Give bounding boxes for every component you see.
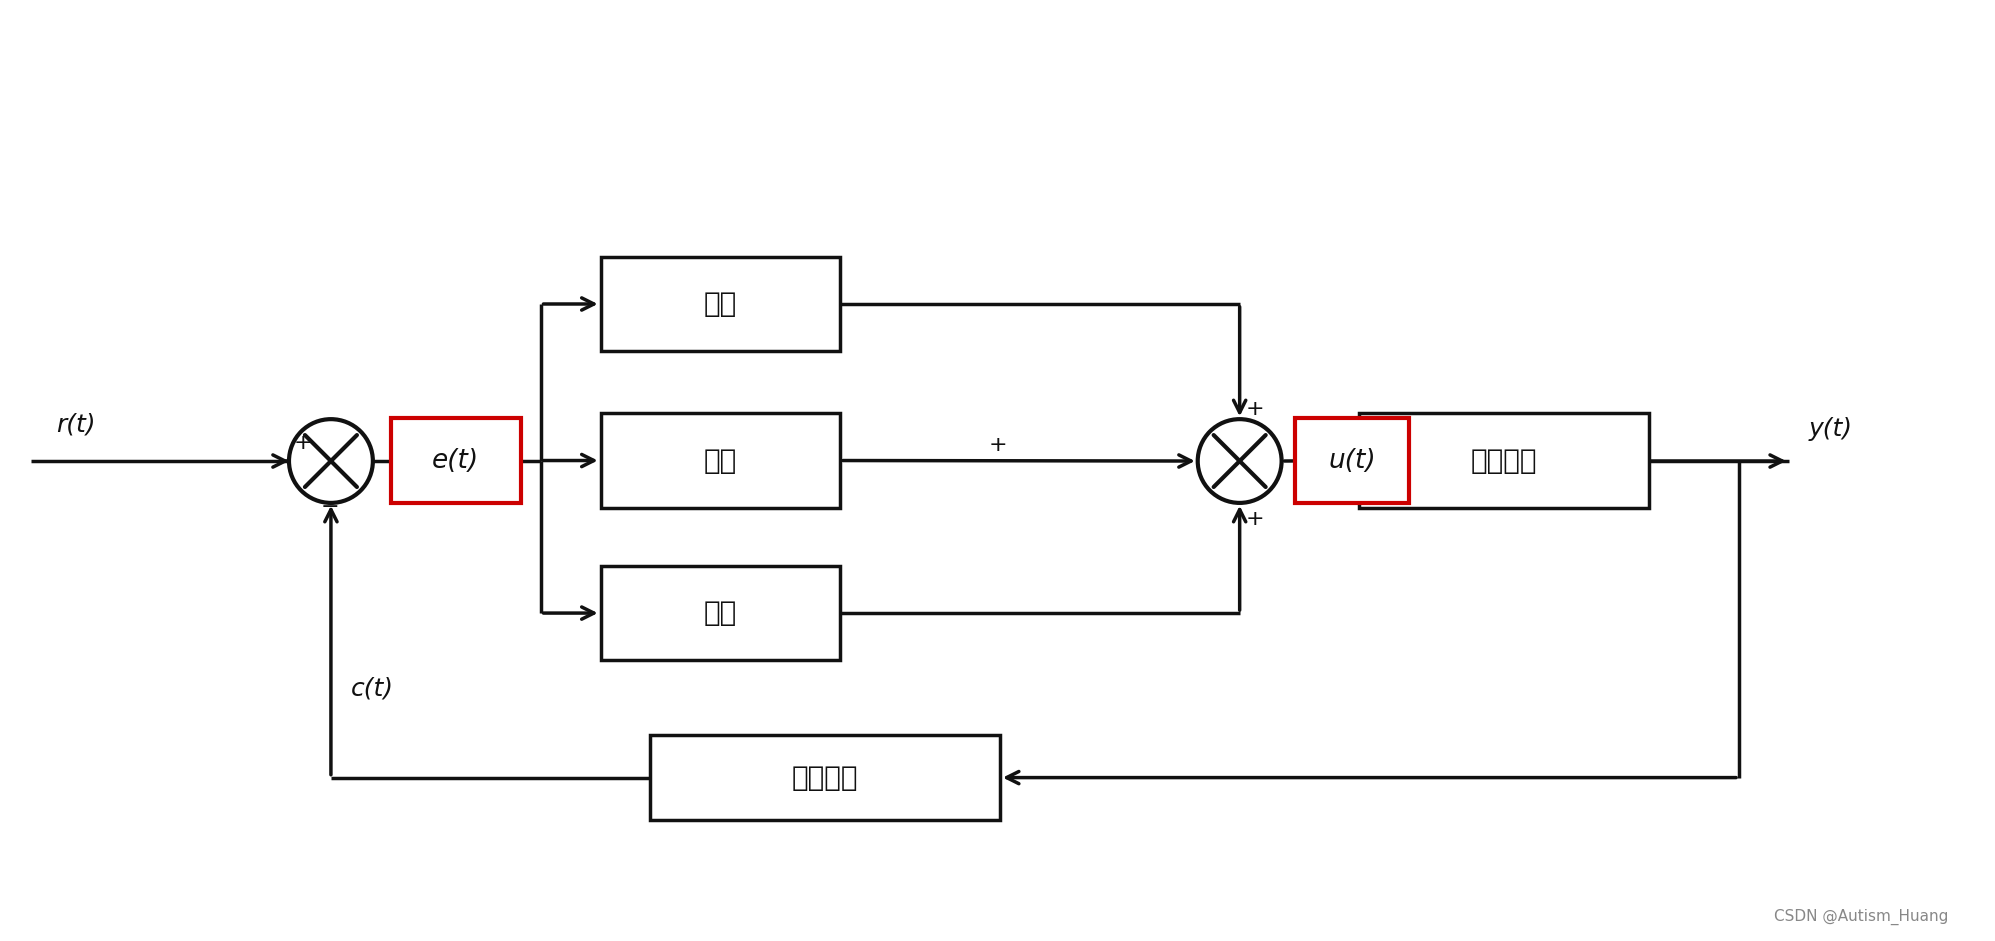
Text: 比例: 比例 [704,290,736,318]
Text: CSDN @Autism_Huang: CSDN @Autism_Huang [1774,908,1949,925]
Text: 微分: 微分 [704,447,736,474]
Bar [600,413,840,508]
Bar [391,418,521,502]
Bar [600,566,840,661]
Bar [650,735,999,820]
Text: u(t): u(t) [1329,448,1377,473]
Text: +: + [1245,509,1265,529]
Text: r(t): r(t) [56,412,96,436]
Text: 检测装置: 检测装置 [792,763,858,791]
Text: c(t): c(t) [351,677,393,700]
Text: 被控对象: 被控对象 [1470,447,1538,474]
Text: −: − [321,497,339,517]
Text: 积分: 积分 [704,599,736,627]
Text: +: + [1245,399,1265,419]
Bar [1359,413,1650,508]
Text: +: + [293,433,313,453]
Text: e(t): e(t) [433,448,479,473]
Text: y(t): y(t) [1809,417,1853,441]
Bar [1295,418,1408,502]
Text: +: + [990,435,1007,455]
Bar [600,257,840,351]
